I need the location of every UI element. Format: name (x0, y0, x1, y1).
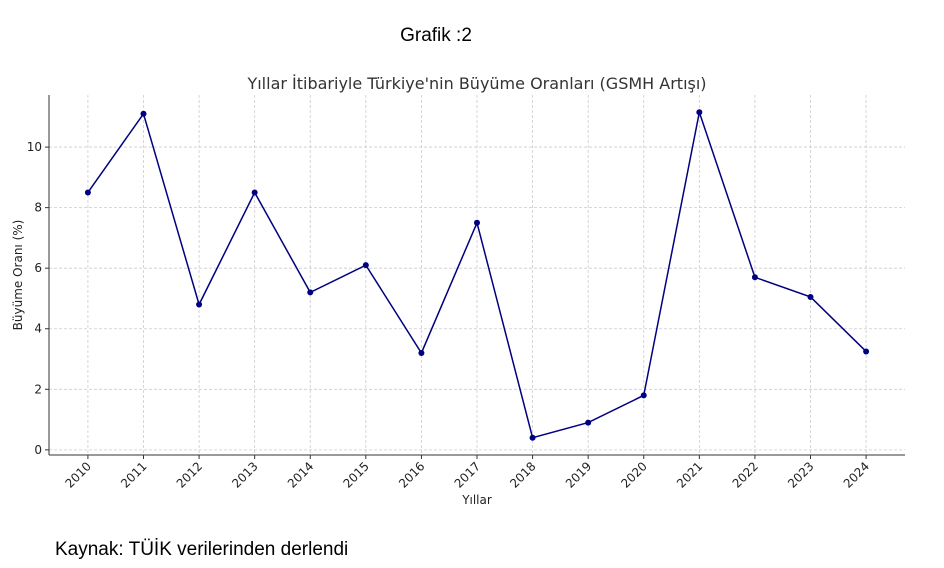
data-point (362, 262, 369, 269)
data-point (196, 301, 203, 308)
data-point (807, 293, 814, 300)
x-axis-label: Yıllar (461, 493, 492, 507)
chart-title: Yıllar İtibariyle Türkiye'nin Büyüme Ora… (246, 74, 706, 93)
x-tick-label: 2024 (841, 459, 872, 490)
data-point (307, 289, 314, 296)
data-point (418, 349, 425, 356)
source-note: Kaynak: TÜİK verilerinden derlendi (55, 539, 348, 560)
x-tick-label: 2022 (730, 459, 761, 490)
data-point (474, 219, 480, 226)
y-tick-label: 0 (34, 443, 42, 457)
y-tick-label: 4 (34, 322, 42, 336)
data-point (84, 189, 91, 196)
data-point (696, 109, 703, 116)
x-tick-label: 2021 (674, 459, 705, 490)
data-point (585, 419, 592, 426)
data-point (529, 434, 536, 441)
data-point (140, 110, 147, 117)
data-point (251, 189, 258, 196)
x-tick-label: 2015 (340, 459, 371, 490)
x-tick-label: 2011 (118, 459, 149, 490)
x-tick-label: 2018 (507, 459, 538, 490)
x-tick-label: 2010 (63, 459, 94, 490)
y-tick-label: 6 (34, 261, 42, 275)
y-tick-label: 8 (34, 201, 42, 215)
x-tick-label: 2023 (785, 459, 816, 490)
x-tick-label: 2020 (618, 459, 649, 490)
x-tick-label: 2014 (285, 459, 316, 490)
data-point (751, 274, 758, 281)
x-tick-label: 2013 (229, 459, 260, 490)
y-axis-label: Büyüme Oranı (%) (11, 220, 25, 331)
x-tick-label: 2016 (396, 459, 427, 490)
heading: Grafik :2 (400, 25, 472, 46)
x-tick-label: 2019 (563, 459, 594, 490)
x-tick-label: 2012 (174, 459, 205, 490)
data-point (640, 392, 647, 399)
x-tick-label: 2017 (452, 459, 483, 490)
y-tick-label: 10 (27, 140, 42, 154)
y-tick-label: 2 (34, 382, 42, 396)
data-point (863, 348, 870, 355)
